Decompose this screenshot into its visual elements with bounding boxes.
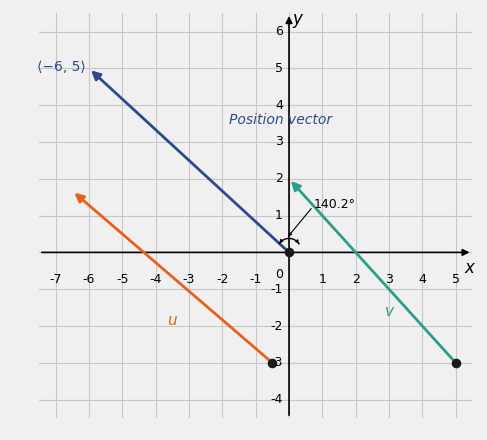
Text: x: x [464, 259, 474, 277]
Point [285, 249, 293, 256]
Text: -1: -1 [249, 273, 262, 286]
Text: ⟨−6, 5⟩: ⟨−6, 5⟩ [37, 60, 86, 74]
Text: 4: 4 [275, 99, 283, 112]
Text: 3: 3 [385, 273, 393, 286]
Text: Position vector: Position vector [229, 113, 332, 127]
Text: -3: -3 [183, 273, 195, 286]
Text: -2: -2 [216, 273, 228, 286]
Text: -7: -7 [49, 273, 62, 286]
Text: 3: 3 [275, 136, 283, 148]
Text: -5: -5 [116, 273, 129, 286]
Point [268, 359, 276, 367]
Text: 2: 2 [352, 273, 359, 286]
Text: 0: 0 [275, 268, 283, 281]
Text: -1: -1 [271, 282, 283, 296]
Point [452, 359, 460, 367]
Text: -2: -2 [271, 319, 283, 333]
Text: -4: -4 [150, 273, 162, 286]
Text: 4: 4 [418, 273, 426, 286]
Text: v: v [385, 304, 393, 319]
Text: 6: 6 [275, 25, 283, 38]
Text: 1: 1 [275, 209, 283, 222]
Text: 5: 5 [275, 62, 283, 75]
Text: -3: -3 [271, 356, 283, 369]
Text: -6: -6 [83, 273, 95, 286]
Text: -4: -4 [271, 393, 283, 406]
Text: y: y [292, 10, 302, 28]
Text: u: u [168, 313, 177, 328]
Text: 5: 5 [452, 273, 460, 286]
Text: 1: 1 [318, 273, 326, 286]
Text: 140.2°: 140.2° [314, 198, 356, 211]
Text: 2: 2 [275, 172, 283, 185]
